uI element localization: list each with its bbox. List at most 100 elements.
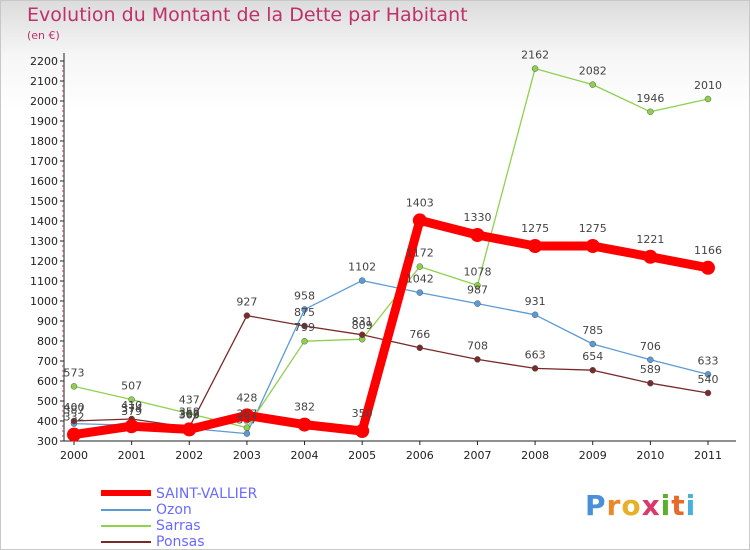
legend-swatch [101,525,151,527]
data-label: 1946 [636,92,664,105]
data-point [589,366,596,374]
data-point [416,263,424,270]
x-tick-label: 2009 [579,449,607,462]
y-tick-label: 500 [37,395,58,408]
data-label: 766 [409,328,430,341]
unit-label: (en €) [27,29,60,42]
y-tick-label: 1500 [30,195,58,208]
data-point [585,239,600,253]
data-point [301,306,308,313]
data-point [301,337,308,345]
data-point [416,289,424,296]
data-label: 931 [525,295,546,308]
data-label: 1042 [406,273,434,286]
data-point [239,408,254,423]
data-point [128,396,135,403]
y-tick-label: 1800 [30,135,58,148]
legend-label: Ponsas [156,534,205,550]
data-point [474,356,481,363]
y-tick-label: 700 [37,355,58,368]
proxiti-logo: Proxiti [585,489,697,522]
data-label: 706 [640,340,661,353]
data-point [358,277,366,284]
data-point [243,424,251,431]
data-point [412,213,427,228]
y-tick-label: 1600 [30,175,58,188]
data-point [528,239,543,253]
data-label: 1102 [348,261,376,274]
data-label: 1172 [406,247,434,260]
data-label: 573 [64,366,85,379]
data-label: 379 [121,405,142,418]
data-point [182,422,197,437]
data-label: 332 [64,411,85,424]
data-label: 785 [582,324,603,337]
chart-title: Evolution du Montant de la Dette par Hab… [27,4,468,26]
data-point [647,356,654,364]
series-line-sarras [73,67,709,429]
data-label: 1166 [694,244,722,257]
data-label: 809 [352,319,373,332]
data-label: 663 [525,348,546,361]
y-tick-label: 2100 [30,75,58,88]
x-tick-label: 2006 [406,449,434,462]
legend-label: Sarras [156,518,201,534]
data-label: 1403 [406,196,434,209]
data-label: 363 [179,408,200,421]
data-label: 589 [640,363,661,376]
data-point [474,282,481,289]
data-point [643,249,658,264]
data-label: 799 [294,321,315,334]
data-point [704,95,712,103]
data-point [358,331,366,339]
y-tick-label: 1900 [30,115,58,128]
data-label: 1330 [463,211,491,224]
data-point [243,430,251,437]
data-point [474,300,481,307]
data-point [647,108,654,116]
data-point [647,379,654,387]
x-tick-label: 2008 [521,449,549,462]
data-label: 367 [236,408,257,421]
x-tick-label: 2010 [636,449,664,462]
data-point [531,365,539,372]
legend-label: Ozon [156,502,192,518]
y-tick-label: 2200 [30,55,58,68]
x-tick-label: 2003 [233,449,261,462]
y-tick-label: 1100 [30,275,58,288]
y-tick-label: 600 [37,375,58,388]
data-label: 350 [352,407,373,420]
data-label: 374 [121,402,142,415]
data-label: 708 [467,339,488,352]
data-label: 368 [179,407,200,420]
data-point [701,260,715,275]
data-label: 1078 [463,265,491,278]
data-point [67,427,81,442]
data-label: 958 [294,289,315,302]
data-label: 1275 [579,222,607,235]
data-point [589,340,596,348]
y-tick-label: 1700 [30,155,58,168]
data-label: 987 [467,284,488,297]
x-tick-label: 2011 [694,449,722,462]
data-point [301,322,308,330]
data-label: 633 [698,354,719,367]
y-tick-label: 2000 [30,95,58,108]
legend-swatch [101,490,151,496]
data-label: 1221 [636,233,664,246]
x-tick-label: 2007 [463,449,491,462]
data-label: 507 [121,380,142,393]
data-point [470,228,485,242]
x-tick-label: 2002 [175,449,203,462]
data-point [70,417,78,425]
data-label: 2010 [694,79,722,92]
data-point [704,371,712,378]
x-tick-label: 2000 [60,449,88,462]
data-label: 337 [236,414,257,427]
y-tick-label: 400 [37,415,58,428]
y-tick-label: 1200 [30,255,58,268]
data-point [531,65,539,72]
data-label: 400 [64,401,85,414]
